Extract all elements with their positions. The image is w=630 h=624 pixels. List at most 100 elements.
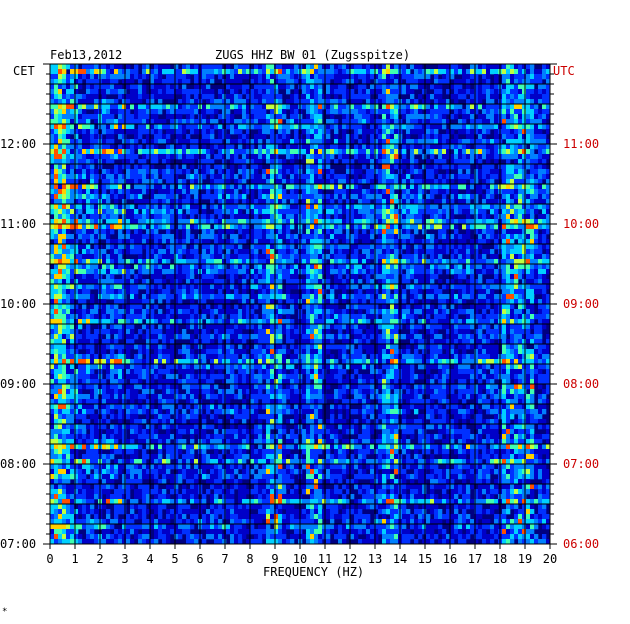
- spectrogram-cell: [222, 279, 227, 285]
- spectrogram-cell: [78, 189, 83, 195]
- spectrogram-cell: [290, 84, 295, 90]
- spectrogram-cell: [74, 264, 79, 270]
- spectrogram-cell: [54, 74, 59, 80]
- spectrogram-cell: [270, 79, 275, 85]
- spectrogram-cell: [102, 64, 107, 70]
- spectrogram-cell: [350, 264, 355, 270]
- spectrogram-cell: [254, 109, 259, 115]
- spectrogram-cell: [234, 94, 239, 100]
- spectrogram-cell: [178, 144, 183, 150]
- spectrogram-cell: [58, 84, 63, 90]
- spectrogram-cell: [270, 269, 275, 275]
- spectrogram-cell: [150, 229, 155, 235]
- spectrogram-cell: [318, 99, 323, 105]
- spectrogram-cell: [202, 244, 207, 250]
- spectrogram-cell: [154, 184, 159, 190]
- spectrogram-cell: [114, 249, 119, 255]
- spectrogram-cell: [222, 134, 227, 140]
- spectrogram-cell: [418, 194, 423, 200]
- spectrogram-cell: [150, 189, 155, 195]
- spectrogram-cell: [474, 209, 479, 215]
- spectrogram-cell: [350, 199, 355, 205]
- spectrogram-cell: [438, 189, 443, 195]
- spectrogram-cell: [342, 134, 347, 140]
- spectrogram-cell: [286, 124, 291, 130]
- spectrogram-cell: [118, 194, 123, 200]
- spectrogram-cell: [102, 209, 107, 215]
- spectrogram-cell: [394, 64, 399, 70]
- spectrogram-cell: [114, 169, 119, 175]
- spectrogram-cell: [106, 109, 111, 115]
- spectrogram-cell: [302, 99, 307, 105]
- spectrogram-cell: [246, 274, 251, 280]
- spectrogram-cell: [246, 284, 251, 290]
- spectrogram-cell: [242, 74, 247, 80]
- spectrogram-cell: [446, 179, 451, 185]
- spectrogram-cell: [302, 259, 307, 265]
- spectrogram-cell: [166, 184, 171, 190]
- spectrogram-cell: [478, 229, 483, 235]
- spectrogram-cell: [222, 164, 227, 170]
- spectrogram-cell: [510, 239, 515, 245]
- spectrogram-cell: [390, 129, 395, 135]
- spectrogram-cell: [430, 209, 435, 215]
- spectrogram-cell: [350, 104, 355, 110]
- spectrogram-cell: [526, 259, 531, 265]
- spectrogram-cell: [534, 174, 539, 180]
- spectrogram-cell: [74, 164, 79, 170]
- spectrogram-cell: [258, 104, 263, 110]
- spectrogram-cell: [474, 139, 479, 145]
- spectrogram-cell: [150, 249, 155, 255]
- spectrogram-cell: [294, 164, 299, 170]
- spectrogram-cell: [218, 104, 223, 110]
- spectrogram-cell: [458, 79, 463, 85]
- spectrogram-cell: [230, 159, 235, 165]
- spectrogram-cell: [70, 79, 75, 85]
- spectrogram-cell: [74, 179, 79, 185]
- spectrogram-cell: [94, 104, 99, 110]
- spectrogram-cell: [334, 269, 339, 275]
- spectrogram-cell: [118, 84, 123, 90]
- spectrogram-cell: [294, 184, 299, 190]
- spectrogram-cell: [518, 249, 523, 255]
- spectrogram-cell: [134, 184, 139, 190]
- spectrogram-cell: [54, 234, 59, 240]
- spectrogram-cell: [354, 274, 359, 280]
- spectrogram-cell: [446, 189, 451, 195]
- spectrogram-cell: [262, 74, 267, 80]
- spectrogram-cell: [454, 109, 459, 115]
- spectrogram-cell: [350, 89, 355, 95]
- spectrogram-cell: [74, 169, 79, 175]
- spectrogram-cell: [254, 99, 259, 105]
- spectrogram-cell: [230, 114, 235, 120]
- spectrogram-cell: [358, 204, 363, 210]
- spectrogram-cell: [318, 259, 323, 265]
- spectrogram-cell: [66, 119, 71, 125]
- spectrogram-cell: [122, 109, 127, 115]
- spectrogram-cell: [486, 179, 491, 185]
- spectrogram-cell: [274, 204, 279, 210]
- spectrogram-cell: [346, 219, 351, 225]
- spectrogram-cell: [442, 234, 447, 240]
- spectrogram-cell: [450, 189, 455, 195]
- spectrogram-cell: [66, 214, 71, 220]
- spectrogram-cell: [462, 94, 467, 100]
- spectrogram-cell: [246, 209, 251, 215]
- spectrogram-cell: [382, 64, 387, 70]
- spectrogram-cell: [446, 259, 451, 265]
- spectrogram-cell: [94, 209, 99, 215]
- spectrogram-cell: [242, 189, 247, 195]
- spectrogram-cell: [50, 189, 55, 195]
- spectrogram-cell: [282, 64, 287, 70]
- spectrogram-cell: [138, 94, 143, 100]
- spectrogram-cell: [306, 219, 311, 225]
- spectrogram-cell: [542, 189, 547, 195]
- spectrogram-cell: [78, 124, 83, 130]
- spectrogram-cell: [294, 239, 299, 245]
- spectrogram-cell: [362, 234, 367, 240]
- spectrogram-cell: [330, 184, 335, 190]
- spectrogram-cell: [374, 219, 379, 225]
- spectrogram-cell: [90, 264, 95, 270]
- spectrogram-cell: [526, 199, 531, 205]
- spectrogram-cell: [522, 214, 527, 220]
